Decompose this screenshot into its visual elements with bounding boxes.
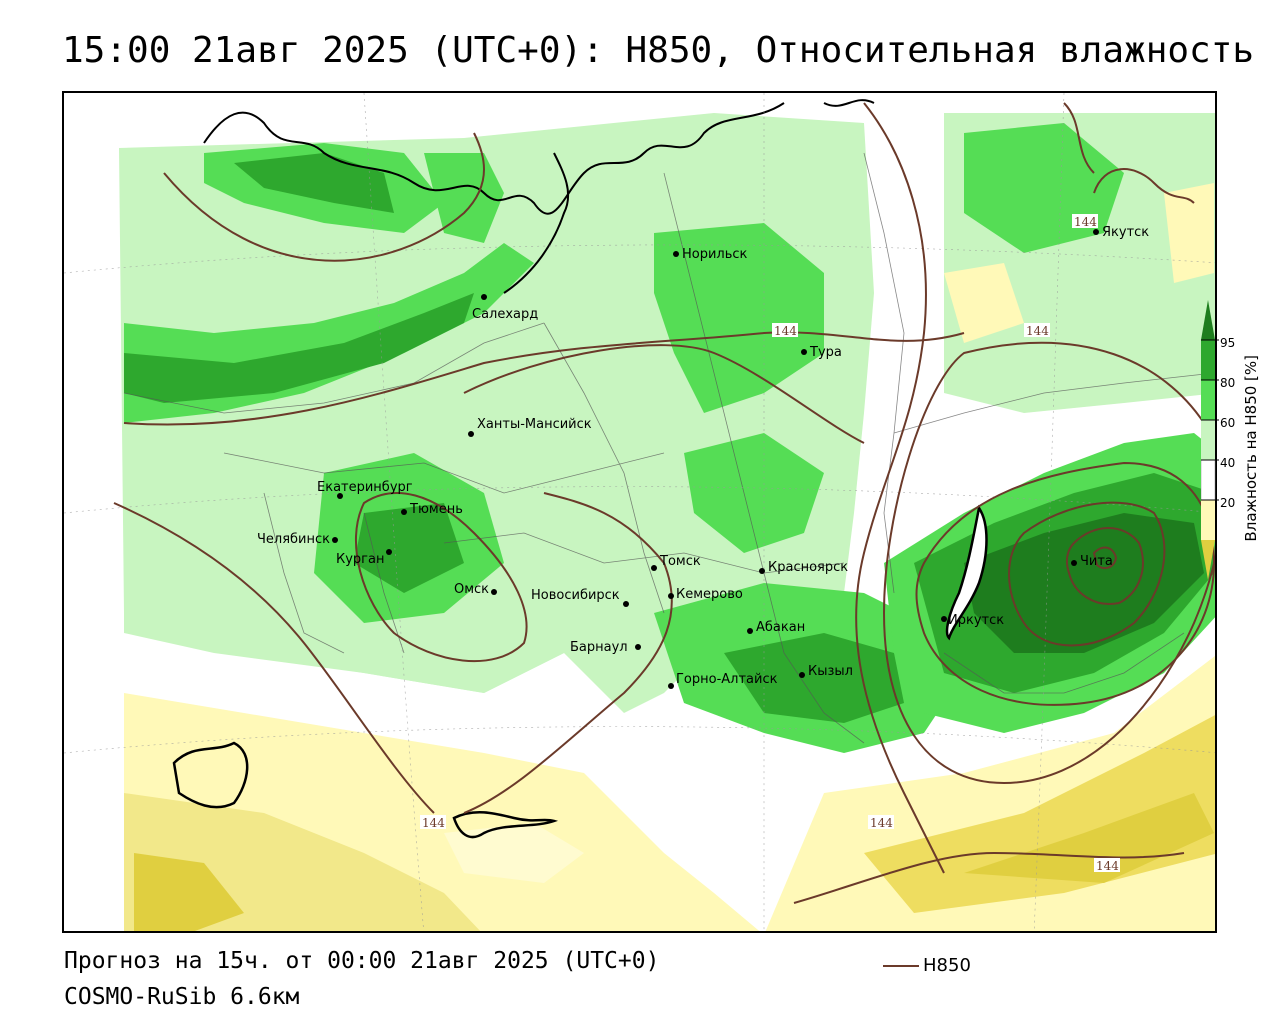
contour-label: 144 — [1074, 215, 1097, 229]
city-label: Кемерово — [676, 587, 743, 602]
city-label: Иркутск — [948, 613, 1004, 628]
contour-legend-swatch — [883, 965, 919, 967]
contour-label: 144 — [1026, 324, 1049, 338]
city-label: Горно-Алтайск — [676, 672, 778, 687]
city-label: Тюмень — [409, 502, 463, 517]
contour-legend-label: H850 — [923, 955, 971, 976]
colorbar-tick: 80 — [1220, 376, 1235, 390]
contour-label: 144 — [422, 816, 445, 830]
contour-label: 144 — [1096, 859, 1119, 873]
contour-label: 144 — [774, 324, 797, 338]
city-label: Екатеринбург — [317, 480, 413, 495]
city-label: Якутск — [1102, 225, 1149, 240]
forecast-info: Прогноз на 15ч. от 00:00 21авг 2025 (UTC… — [64, 948, 660, 974]
city-label: Тура — [809, 345, 842, 360]
city-label: Абакан — [756, 620, 805, 635]
colorbar-tick: 20 — [1220, 496, 1235, 510]
colorbar-tick: 40 — [1220, 456, 1235, 470]
colorbar-tick: 60 — [1220, 416, 1235, 430]
city-label: Красноярск — [768, 560, 848, 575]
colorbar-tick: 95 — [1220, 336, 1235, 350]
city-label: Ханты-Мансийск — [477, 417, 592, 432]
city-label: Курган — [336, 552, 384, 567]
colorbar-title: Влажность на H850 [%] — [1242, 355, 1260, 542]
map-panel[interactable]: 144 144 144 144 144 144 Якутск Норильск … — [62, 91, 1217, 933]
map-canvas: 144 144 144 144 144 144 Якутск Норильск … — [64, 93, 1215, 931]
page-title: 15:00 21авг 2025 (UTC+0): H850, Относите… — [62, 30, 1255, 71]
model-name: COSMO-RuSib 6.6км — [64, 984, 300, 1010]
contour-legend: H850 — [883, 955, 971, 976]
city-label: Салехард — [472, 307, 538, 322]
contour-label: 144 — [870, 816, 893, 830]
city-label: Челябинск — [257, 532, 330, 547]
city-label: Омск — [454, 582, 489, 597]
city-label: Барнаул — [570, 640, 628, 655]
city-label: Новосибирск — [531, 588, 620, 603]
city-label: Томск — [659, 554, 701, 569]
city-label: Чита — [1080, 554, 1113, 569]
city-markers: Якутск Норильск Салехард Тура Ханты-Манс… — [257, 225, 1149, 689]
humidity-colorbar: 95 80 60 40 20 — [1200, 300, 1280, 600]
city-label: Кызыл — [808, 664, 853, 679]
city-label: Норильск — [682, 247, 748, 262]
